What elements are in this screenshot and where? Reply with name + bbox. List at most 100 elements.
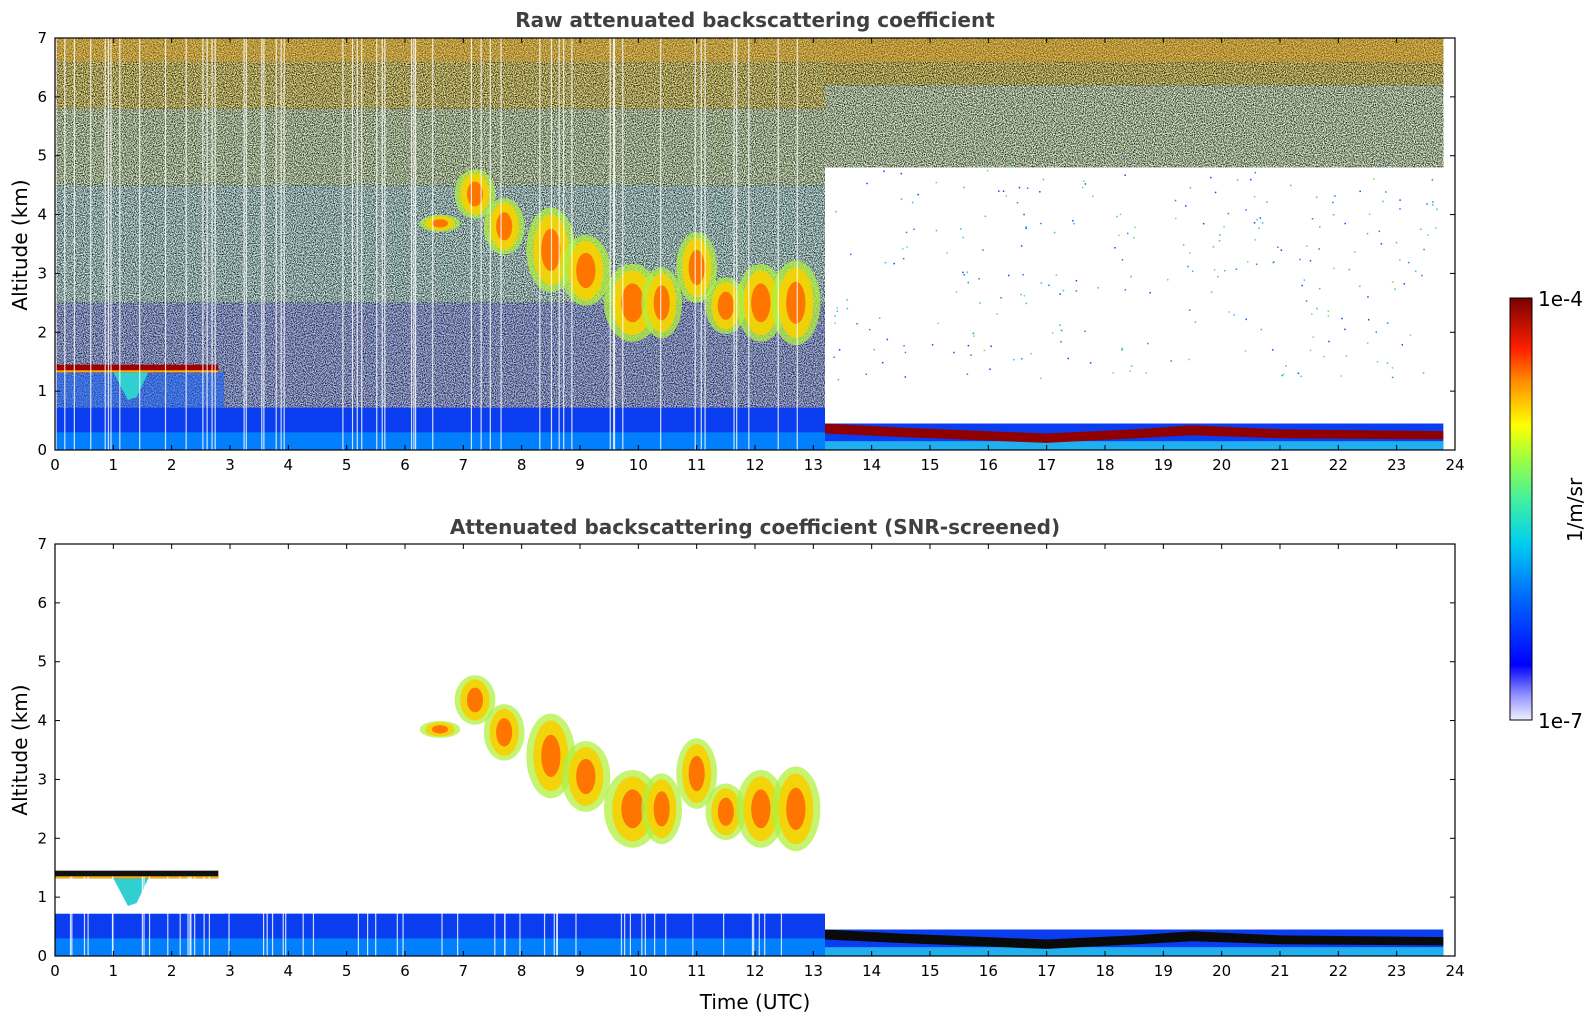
noise-dot [1300,375,1302,378]
noise-dot [1121,258,1124,261]
noise-dot [1354,251,1356,253]
noise-dot [1431,204,1434,206]
noise-dot [1290,184,1292,187]
noise-dot [1277,246,1279,249]
noise-dot [1378,230,1381,233]
noise-dot [1121,348,1123,351]
noise-dot [1081,186,1084,189]
noise-dot [878,317,881,319]
colorbar-min-label: 1e-7 [1538,709,1583,733]
noise-dot [1018,186,1021,189]
noise-dot [1121,347,1123,349]
y-tick-label: 7 [37,535,47,553]
x-tick-label: 0 [50,962,60,980]
x-tick-label: 15 [920,456,939,474]
y-tick-label: 3 [37,770,47,788]
data-gap [470,38,473,450]
noise-dot [966,373,969,375]
y-tick-label: 0 [37,947,47,965]
noise-dot [1273,261,1275,263]
noise-dot [1409,334,1412,336]
x-tick-label: 10 [629,456,648,474]
noise-dot [1210,176,1212,179]
noise-dot [1170,360,1172,362]
noise-dot [963,186,965,189]
noise-dot [1026,187,1029,189]
x-tick-label: 6 [400,962,410,980]
x-tick-label: 20 [1212,456,1231,474]
data-gap [356,38,358,450]
data-gap [112,876,114,956]
noise-dot [868,328,871,331]
noise-dot [1130,275,1132,278]
noise-dot [866,182,868,185]
y-tick-label: 1 [37,888,47,906]
data-gap [457,876,459,956]
noise-dot [1040,222,1042,225]
data-gaps [69,876,783,956]
noise-dot [1062,289,1065,292]
noise-dot [1426,203,1428,205]
noise-dot [1261,222,1264,224]
data-gap [312,876,315,956]
data-gap [228,876,230,956]
noise-dot [1174,217,1177,220]
data-gap [208,876,210,956]
noise-dot [1380,243,1383,245]
noise-dot [998,190,1000,192]
noise-dot [937,322,939,325]
x-tick-label: 2 [167,456,177,474]
y-axis-label-raw: Altitude (km) [8,179,32,310]
noise-dot [1403,283,1406,285]
data-gap [282,876,284,956]
cloud-core [576,252,596,289]
noise-dot [893,262,895,265]
data-gap [351,38,354,450]
data-gap [245,38,247,450]
x-tick-label: 16 [979,962,998,980]
data-gap [342,38,344,450]
cloud-core [717,797,734,826]
noise-dot [1126,232,1129,235]
noise-dot [1030,352,1032,355]
x-tick-label: 24 [1445,456,1464,474]
noise-dot [1305,300,1308,302]
noise-dot [1016,201,1019,204]
cloud-base-layer [825,423,1444,443]
x-axis-raw: 0 1 2 3 4 5 6 7 8 9 10 11 12 13 14 15 16 17 18 19 20 21 22 23 24 [50,38,1465,474]
noise-dot [1311,156,1314,159]
cloud-core [496,718,513,747]
noise-dot [846,299,848,301]
data-gap [500,38,502,450]
noise-dot [1189,187,1192,189]
noise-dot [1092,195,1094,198]
noise-dot [967,344,970,347]
data-gap [396,876,398,956]
data-gap [556,876,558,956]
x-tick-label: 5 [342,456,352,474]
noise-dot [1084,330,1086,333]
y-tick-label: 2 [37,323,47,341]
x-tick-label: 19 [1154,962,1173,980]
data-gap [694,38,696,450]
x-tick-label: 4 [284,962,294,980]
data-gap [780,876,783,956]
mid-level-cloud [419,675,821,852]
data-gap [243,38,245,450]
noise-dot [1083,180,1085,183]
noise-dot [1007,163,1009,166]
data-gap [261,38,263,450]
x-tick-label: 22 [1329,962,1348,980]
x-tick-label: 8 [517,962,527,980]
noise-dot [834,322,836,325]
noise-dot [883,170,885,172]
data-gap [139,38,141,450]
noise-dot [884,261,887,264]
noise-dot [1051,332,1054,334]
noise-dot [1395,241,1398,244]
boundary-layer-base [55,432,825,450]
y-tick-label: 3 [37,264,47,282]
data-gap [285,876,287,956]
noise-dot [1366,232,1369,235]
data-gap [751,876,754,956]
